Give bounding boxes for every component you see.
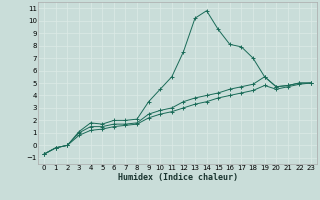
X-axis label: Humidex (Indice chaleur): Humidex (Indice chaleur) (118, 173, 238, 182)
